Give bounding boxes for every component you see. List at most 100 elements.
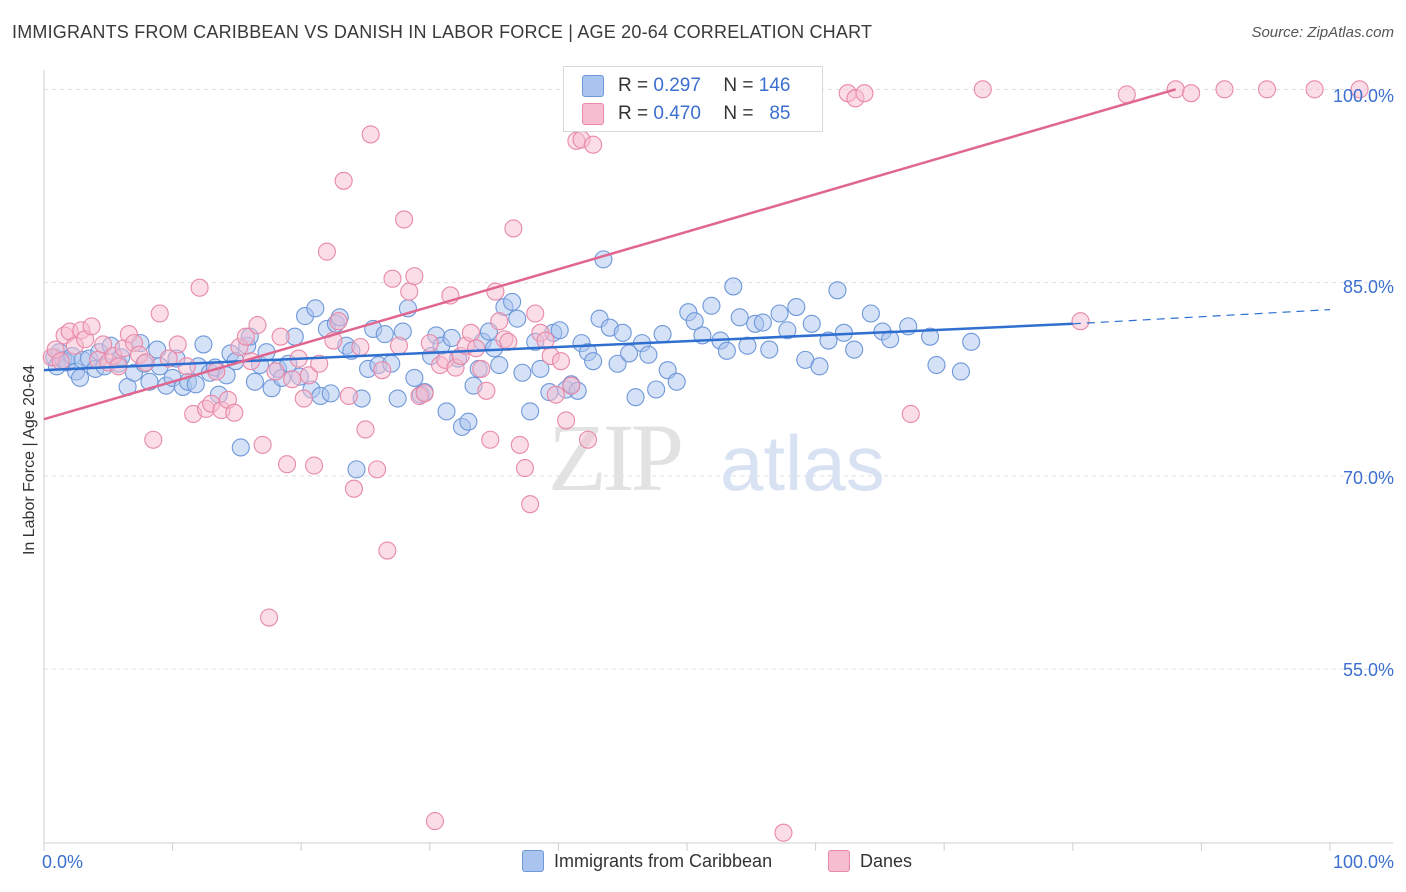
danes-point xyxy=(1305,80,1324,99)
caribbean-point xyxy=(550,321,569,340)
source-label: Source: ZipAtlas.com xyxy=(1251,24,1394,41)
danes-point xyxy=(1117,85,1136,104)
caribbean-point xyxy=(490,355,509,375)
legend-danes-label: Danes xyxy=(860,850,913,871)
caribbean-point xyxy=(375,325,394,344)
caribbean-point xyxy=(186,375,205,394)
caribbean-point xyxy=(653,325,672,344)
y-tick-100: 100.0% xyxy=(1332,86,1394,106)
danes-point xyxy=(546,385,565,404)
y-tick-70: 70.0% xyxy=(1342,468,1394,488)
danes-point xyxy=(526,304,545,323)
stats-row-danes: R = 0.470 N = 85 xyxy=(582,101,790,127)
danes-point xyxy=(283,370,302,389)
x-tick-max: 100.0% xyxy=(1332,852,1394,872)
danes-point xyxy=(305,456,324,475)
danes-point xyxy=(584,135,603,154)
danes-point xyxy=(578,430,598,449)
danes-point xyxy=(1215,80,1234,99)
trend-lines xyxy=(43,88,1331,421)
caribbean-point xyxy=(738,336,757,355)
caribbean-point xyxy=(194,335,213,354)
caribbean-point xyxy=(231,438,250,457)
legend-danes: Danes xyxy=(828,850,912,872)
danes-point xyxy=(477,381,496,400)
caribbean-point xyxy=(921,327,940,346)
caribbean-point xyxy=(787,298,806,317)
danes-point xyxy=(144,430,163,449)
legend-caribbean: Immigrants from Caribbean xyxy=(522,850,772,872)
caribbean-point xyxy=(685,312,704,331)
legend-danes-swatch xyxy=(828,850,850,872)
danes-point xyxy=(356,420,375,439)
danes-point xyxy=(310,354,329,373)
danes-point xyxy=(1182,84,1201,103)
danes-points xyxy=(42,80,1369,842)
caribbean-point xyxy=(819,331,838,350)
chart-title: IMMIGRANTS FROM CARIBBEAN VS DANISH IN L… xyxy=(12,22,873,42)
caribbean-point xyxy=(702,296,721,315)
danes-point xyxy=(278,455,297,474)
danes-point xyxy=(973,80,992,99)
danes-point xyxy=(551,352,571,371)
danes-swatch xyxy=(582,103,604,125)
danes-point xyxy=(299,366,318,385)
y-tick-55: 55.0% xyxy=(1342,660,1394,680)
caribbean-point xyxy=(608,354,627,373)
caribbean-point xyxy=(730,308,749,327)
r-label: R = xyxy=(618,103,649,124)
caribbean-n-value: 146 xyxy=(758,75,791,96)
caribbean-point xyxy=(647,380,666,399)
caribbean-point xyxy=(531,359,550,378)
axes xyxy=(43,70,1393,851)
danes-trend-line xyxy=(43,88,1177,421)
danes-r-value: 0.470 xyxy=(653,103,701,124)
danes-point xyxy=(389,336,408,355)
caribbean-point xyxy=(459,412,478,431)
danes-point xyxy=(490,312,509,331)
caribbean-point xyxy=(802,314,821,333)
y-tick-85: 85.0% xyxy=(1342,277,1394,297)
danes-point xyxy=(236,327,255,346)
x-tick-min: 0.0% xyxy=(42,852,84,872)
caribbean-point xyxy=(513,363,532,382)
y-axis-label: In Labor Force | Age 20-64 xyxy=(21,364,38,556)
caribbean-point xyxy=(724,277,743,296)
caribbean-point xyxy=(717,341,736,360)
caribbean-point xyxy=(828,281,847,300)
danes-point xyxy=(168,335,187,354)
watermark-atlas: atlas xyxy=(720,419,885,507)
caribbean-point xyxy=(388,389,407,408)
danes-point xyxy=(557,411,576,430)
danes-point xyxy=(461,323,481,342)
danes-point xyxy=(373,361,392,380)
danes-point xyxy=(774,823,793,842)
danes-point xyxy=(159,349,178,368)
caribbean-point xyxy=(584,352,603,371)
danes-point xyxy=(901,404,920,424)
caribbean-swatch xyxy=(582,75,604,97)
danes-point xyxy=(361,125,380,144)
danes-point xyxy=(481,430,500,449)
danes-point xyxy=(51,352,70,371)
danes-point xyxy=(515,459,535,478)
danes-point xyxy=(334,171,353,190)
danes-point xyxy=(405,267,424,286)
caribbean-trend-extension xyxy=(1072,309,1331,325)
caribbean-point xyxy=(405,368,424,387)
danes-point xyxy=(415,384,434,403)
danes-point xyxy=(253,435,272,454)
danes-point xyxy=(562,376,581,395)
danes-point xyxy=(266,362,285,381)
caribbean-r-value: 0.297 xyxy=(653,75,701,96)
caribbean-point xyxy=(613,323,632,342)
caribbean-point xyxy=(962,332,981,351)
caribbean-point xyxy=(442,328,461,348)
danes-point xyxy=(510,435,529,454)
r-label: R = xyxy=(618,75,649,96)
caribbean-point xyxy=(753,313,772,332)
caribbean-point xyxy=(70,368,90,387)
danes-point xyxy=(855,84,874,103)
danes-point xyxy=(329,312,348,331)
caribbean-point xyxy=(347,460,366,479)
